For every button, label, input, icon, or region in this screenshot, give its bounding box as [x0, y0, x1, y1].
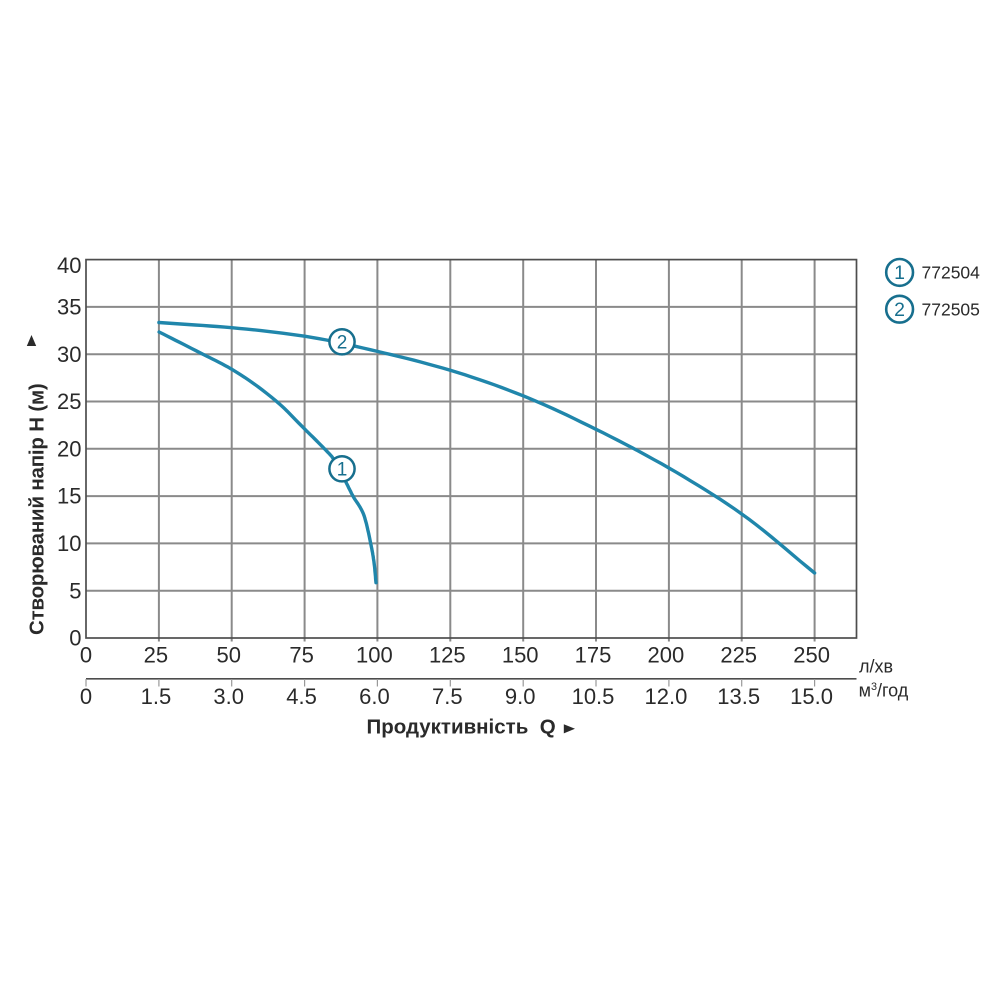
- svg-text:4.5: 4.5: [286, 684, 317, 709]
- svg-text:25: 25: [144, 642, 168, 667]
- svg-text:15.0: 15.0: [790, 684, 833, 709]
- svg-text:2: 2: [337, 332, 348, 353]
- svg-text:15: 15: [57, 484, 81, 509]
- svg-text:12.0: 12.0: [644, 684, 687, 709]
- svg-text:1: 1: [337, 459, 348, 480]
- svg-text:35: 35: [57, 295, 81, 320]
- svg-text:225: 225: [720, 642, 757, 667]
- svg-text:13.5: 13.5: [717, 684, 760, 709]
- svg-text:75: 75: [289, 642, 313, 667]
- svg-text:6.0: 6.0: [359, 684, 390, 709]
- svg-text:л/хв: л/хв: [859, 656, 893, 676]
- svg-text:Продуктивність Q: Продуктивність Q: [367, 715, 556, 738]
- svg-text:50: 50: [216, 642, 240, 667]
- svg-text:0: 0: [80, 642, 92, 667]
- svg-text:150: 150: [502, 642, 539, 667]
- svg-text:175: 175: [575, 642, 612, 667]
- svg-text:20: 20: [57, 436, 81, 461]
- svg-text:0: 0: [80, 684, 92, 709]
- svg-text:м3/год: м3/год: [859, 680, 909, 700]
- svg-text:40: 40: [57, 253, 81, 278]
- svg-text:5: 5: [69, 578, 81, 603]
- svg-text:9.0: 9.0: [505, 684, 536, 709]
- svg-text:25: 25: [57, 389, 81, 414]
- svg-text:3.0: 3.0: [213, 684, 244, 709]
- svg-text:125: 125: [429, 642, 466, 667]
- svg-text:100: 100: [356, 642, 393, 667]
- svg-text:772504: 772504: [922, 263, 981, 283]
- svg-text:30: 30: [57, 342, 81, 367]
- svg-text:200: 200: [648, 642, 685, 667]
- svg-text:0: 0: [69, 626, 81, 651]
- svg-text:2: 2: [894, 299, 905, 321]
- svg-text:10: 10: [57, 531, 81, 556]
- svg-text:772505: 772505: [922, 299, 980, 319]
- svg-text:1: 1: [894, 262, 905, 284]
- svg-text:Створюваний напір H (м): Створюваний напір H (м): [26, 383, 49, 635]
- svg-text:250: 250: [793, 642, 830, 667]
- svg-text:1.5: 1.5: [141, 684, 172, 709]
- svg-text:10.5: 10.5: [572, 684, 615, 709]
- svg-text:7.5: 7.5: [432, 684, 463, 709]
